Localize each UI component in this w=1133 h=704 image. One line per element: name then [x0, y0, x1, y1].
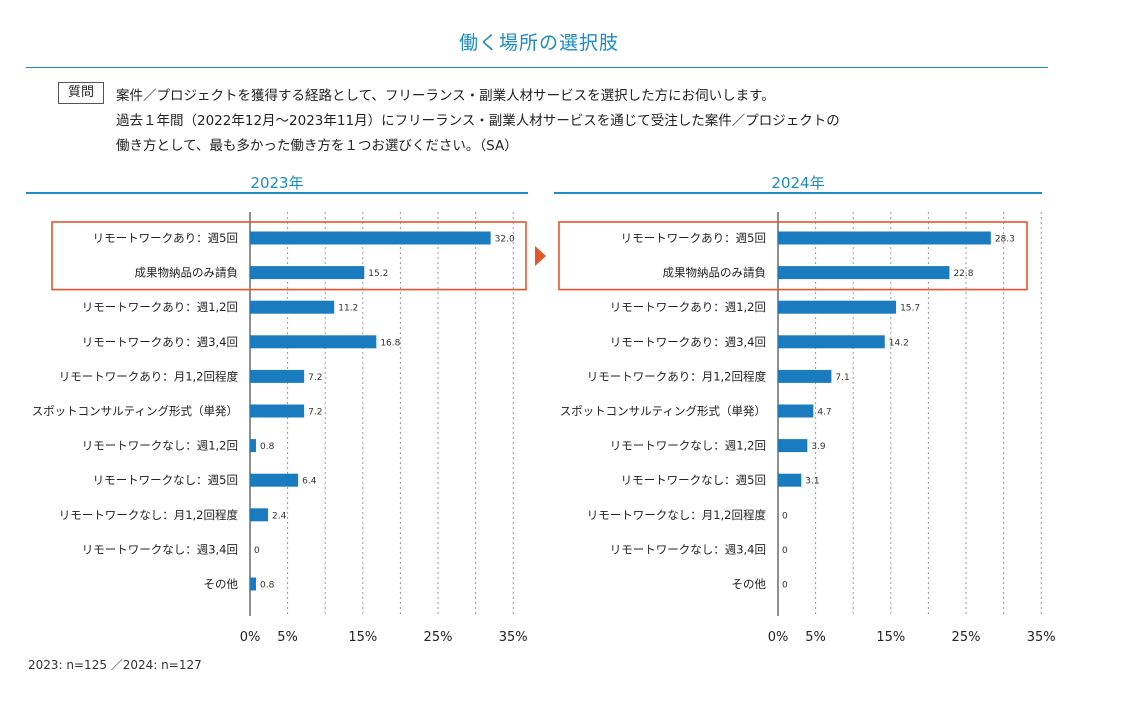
category-label: スポットコンサルティング形式（単発）	[560, 404, 766, 418]
value-label: 2.4	[272, 511, 287, 521]
highlight-box-2024	[558, 221, 1028, 291]
category-label: リモートワークなし：月1,2回程度	[59, 508, 239, 522]
category-label: スポットコンサルティング形式（単発）	[32, 404, 238, 418]
value-label: 0.8	[260, 442, 275, 452]
chart-2023-title: 2023年	[250, 174, 304, 192]
value-label: 0	[782, 581, 788, 591]
value-label: 11.2	[338, 304, 358, 314]
x-tick-label: 0%	[768, 630, 789, 645]
bar-2024	[778, 266, 950, 280]
bar-2023	[250, 577, 257, 591]
bar-2024	[778, 404, 814, 418]
category-label: リモートワークあり：週3,4回	[82, 335, 238, 349]
value-label: 28.3	[995, 235, 1015, 245]
x-tick-label: 5%	[805, 630, 826, 645]
x-tick-label: 5%	[277, 630, 298, 645]
sample-size-footnote: 2023: n=125 ／2024: n=127	[28, 658, 202, 672]
bar-2024	[778, 231, 991, 245]
chart-2023-title-rule	[26, 192, 528, 194]
category-label: リモートワークなし：週1,2回	[610, 439, 766, 453]
bar-2023	[250, 404, 305, 418]
category-label: 成果物納品のみ請負	[663, 266, 767, 280]
value-label: 6.4	[302, 477, 317, 487]
category-label: リモートワークあり：月1,2回程度	[59, 369, 239, 383]
value-label: 32.0	[495, 235, 515, 245]
category-label: リモートワークなし：週1,2回	[82, 439, 238, 453]
category-label: リモートワークなし：週3,4回	[610, 542, 766, 556]
category-label: リモートワークあり：週1,2回	[82, 300, 238, 314]
chart-2023: リモートワークあり：週5回 32.0 成果物納品のみ請負 15.2 リモートワークあり：…	[32, 212, 528, 645]
value-label: 0	[254, 546, 260, 556]
bar-2023	[250, 369, 305, 383]
question-badge: 質問	[58, 82, 104, 104]
question-line-2: 過去１年間（2022年12月〜2023年11月）にフリーランス・副業人材サービス…	[116, 113, 840, 129]
x-tick-label: 15%	[348, 630, 377, 645]
title-divider	[26, 67, 1048, 68]
x-tick-label: 25%	[952, 630, 981, 645]
bar-2024	[778, 439, 808, 453]
category-label: 成果物納品のみ請負	[135, 266, 239, 280]
bar-2024	[778, 369, 832, 383]
x-tick-label: 35%	[499, 630, 528, 645]
value-label: 15.7	[900, 304, 920, 314]
question-line-1: 案件／プロジェクトを獲得する経路として、フリーランス・副業人材サービスを選択した…	[116, 88, 775, 104]
category-label: リモートワークなし：週3,4回	[82, 542, 238, 556]
value-label: 14.2	[889, 338, 909, 348]
category-label: リモートワークなし：週5回	[93, 473, 238, 487]
value-label: 22.8	[953, 269, 973, 279]
category-label: リモートワークあり：月1,2回程度	[587, 369, 767, 383]
category-label: リモートワークあり：週5回	[93, 231, 238, 245]
bar-2023	[250, 439, 257, 453]
x-tick-label: 25%	[424, 630, 453, 645]
value-label: 15.2	[368, 269, 388, 279]
value-label: 3.1	[805, 477, 819, 487]
category-label: その他	[732, 577, 767, 591]
value-label: 0.8	[260, 581, 275, 591]
value-label: 4.7	[817, 408, 831, 418]
chart-2024-title: 2024年	[771, 174, 825, 192]
bar-2024	[778, 335, 885, 349]
bar-2023	[250, 335, 377, 349]
x-tick-label: 0%	[240, 630, 261, 645]
bar-2024	[778, 300, 897, 314]
question-line-3: 働き方として、最も多かった働き方を１つお選びください。（SA）	[116, 138, 518, 154]
value-label: 7.2	[308, 408, 322, 418]
value-label: 3.9	[811, 442, 826, 452]
bar-2023	[250, 300, 335, 314]
chart-2024: リモートワークあり：週5回 28.3 成果物納品のみ請負 22.8 リモートワークあり：…	[558, 212, 1056, 645]
category-label: リモートワークなし：月1,2回程度	[587, 508, 767, 522]
x-tick-label: 35%	[1027, 630, 1056, 645]
value-label: 0	[782, 546, 788, 556]
bar-2024	[778, 473, 802, 487]
bar-2023	[250, 231, 491, 245]
highlight-box-2023	[51, 221, 527, 291]
value-label: 16.8	[380, 338, 400, 348]
arrow-right-icon	[535, 246, 546, 266]
bar-2023	[250, 473, 299, 487]
page-title: 働く場所の選択肢	[458, 32, 619, 54]
chart-2024-title-rule	[554, 192, 1042, 194]
x-tick-label: 15%	[876, 630, 905, 645]
bar-2023	[250, 266, 365, 280]
value-label: 7.2	[308, 373, 322, 383]
value-label: 7.1	[835, 373, 849, 383]
category-label: リモートワークなし：週5回	[621, 473, 766, 487]
category-label: リモートワークあり：週1,2回	[610, 300, 766, 314]
category-label: その他	[204, 577, 239, 591]
bar-2023	[250, 508, 269, 522]
value-label: 0	[782, 511, 788, 521]
category-label: リモートワークあり：週5回	[621, 231, 766, 245]
category-label: リモートワークあり：週3,4回	[610, 335, 766, 349]
